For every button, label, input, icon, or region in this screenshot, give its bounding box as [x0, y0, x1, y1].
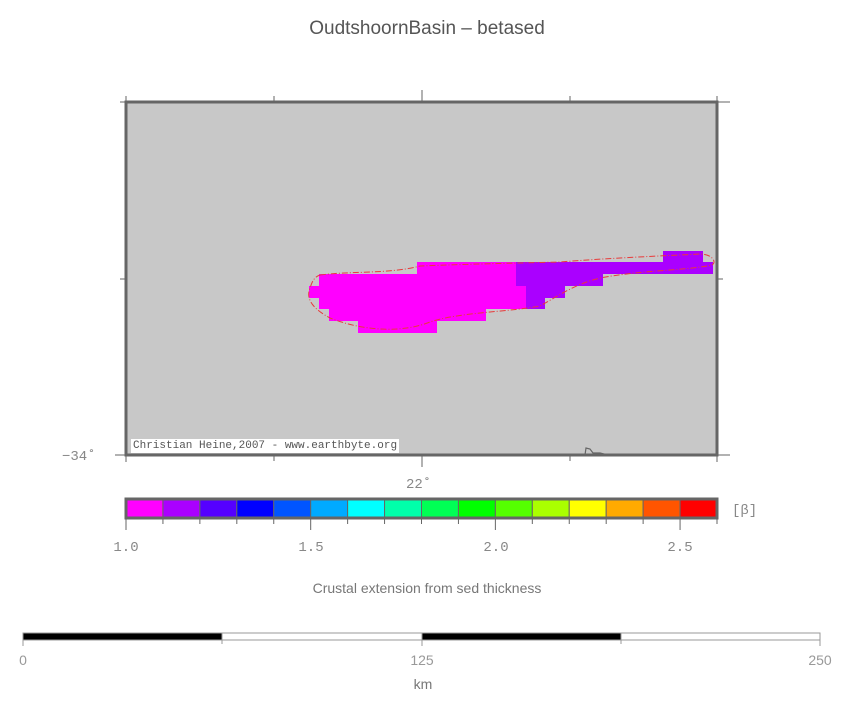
colorbar-swatch — [125, 498, 164, 519]
colorbar-swatch — [494, 498, 533, 519]
axis-ticks — [115, 90, 730, 467]
lat-label: −34˚ — [62, 449, 96, 465]
scale-bar — [22, 632, 821, 646]
credit-label: Christian Heine,2007 - www.earthbyte.org — [131, 439, 400, 453]
colorbar-tick-label: 1.0 — [113, 540, 139, 556]
basin-outline — [308, 253, 715, 330]
colorbar-swatch — [236, 498, 275, 519]
colorbar-swatch — [605, 498, 644, 519]
map-title: OudtshoornBasin – betased — [309, 18, 545, 39]
colorbar-swatch — [347, 498, 386, 519]
colorbar-caption: Crustal extension from sed thickness — [312, 580, 542, 596]
colorbar-swatch — [384, 498, 422, 519]
colorbar-swatch — [457, 498, 496, 519]
colorbar-swatch — [642, 498, 681, 519]
lon-label: 22˚ — [406, 477, 432, 493]
colorbar-swatch — [568, 498, 607, 519]
colorbar-swatch — [310, 498, 349, 519]
colorbar-swatch — [421, 498, 459, 519]
colorbar-swatch — [679, 498, 718, 519]
colorbar-swatch — [199, 498, 238, 519]
colorbar — [124, 497, 719, 530]
coastline — [584, 447, 609, 456]
colorbar-tick-label: 2.5 — [667, 540, 693, 556]
beta-1.1-cells — [516, 251, 713, 309]
colorbar-swatch — [273, 498, 312, 519]
colorbar-tick-label: 1.5 — [298, 540, 324, 556]
scale-unit: km — [413, 676, 433, 692]
colorbar-tick-label: 2.0 — [483, 540, 509, 556]
colorbar-unit: [β] — [732, 503, 758, 519]
colorbar-swatch — [162, 498, 201, 519]
scale-label: 250 — [808, 652, 832, 668]
scale-label: 125 — [410, 652, 434, 668]
colorbar-frame — [124, 497, 719, 520]
colorbar-swatch — [531, 498, 570, 519]
scale-label: 0 — [19, 652, 27, 668]
